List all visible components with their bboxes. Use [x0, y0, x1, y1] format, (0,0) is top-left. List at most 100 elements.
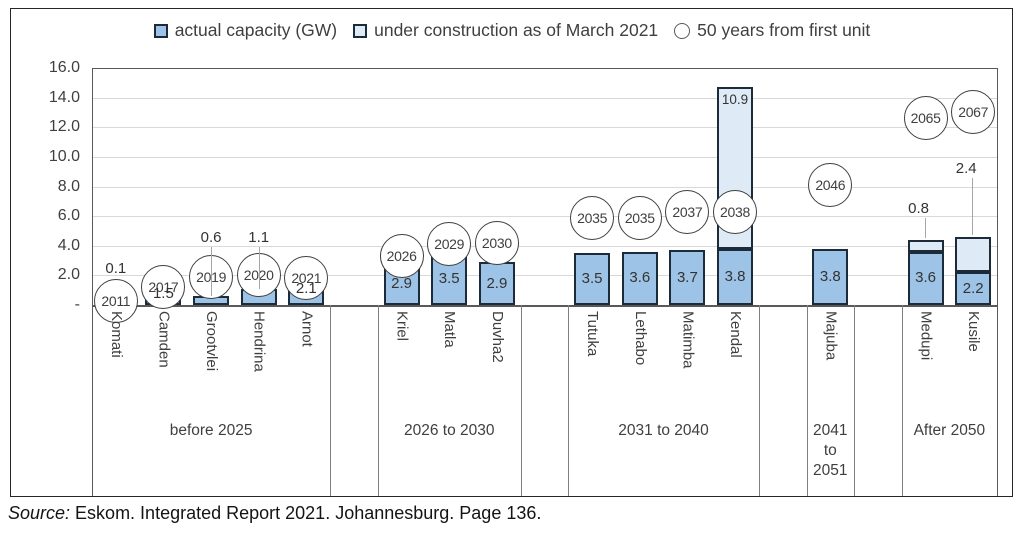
station-label-grootvlei: Grootvlei	[203, 311, 221, 372]
value-label: 3.5	[581, 270, 603, 288]
y-tick-label: 4.0	[57, 236, 80, 254]
station-label-matla: Matla	[441, 311, 459, 348]
value-label: 2.9	[391, 274, 413, 292]
bar-under-construction-medupi	[907, 239, 944, 252]
leader-line	[211, 247, 213, 297]
group-divider	[806, 305, 808, 496]
leader-line	[972, 177, 974, 235]
gridline	[92, 97, 997, 99]
bar-under-construction-kusile	[955, 236, 992, 273]
legend-label: under construction as of March 2021	[374, 20, 659, 40]
y-tick-label: 12.0	[48, 118, 80, 136]
group-divider	[758, 305, 760, 496]
year-circle-2065: 2065	[903, 96, 948, 141]
legend-item-50-years: 50 years from first unit	[674, 20, 870, 41]
year-circle-2046: 2046	[808, 163, 853, 207]
bar-actual-kendal	[717, 248, 753, 305]
y-tick-label: -	[74, 296, 80, 313]
value-label: 3.5	[438, 270, 460, 288]
year-circle-2029: 2029	[427, 222, 472, 267]
year-circle-2035: 2035	[617, 195, 662, 240]
gridline	[92, 245, 997, 247]
bar-actual-lethabo	[621, 251, 658, 305]
station-label-medupi: Medupi	[917, 311, 935, 361]
group-label: After 2050	[913, 422, 986, 439]
source-note: Source: Eskom. Integrated Report 2021. Jo…	[8, 503, 541, 524]
value-label: 2.2	[962, 279, 984, 297]
legend-label: actual capacity (GW)	[174, 20, 338, 40]
group-divider	[520, 305, 522, 496]
group-divider	[854, 305, 856, 496]
year-circle-2067: 2067	[951, 90, 996, 135]
plot-top-border	[92, 68, 997, 70]
year-circle-2030: 2030	[474, 220, 519, 265]
source-text: Eskom. Integrated Report 2021. Johannesb…	[75, 503, 542, 523]
station-label-hendrina: Hendrina	[250, 311, 268, 372]
group-label: 2031 to 2040	[618, 422, 709, 439]
value-label: 2.1	[295, 280, 317, 298]
station-label-duvha2: Duvha2	[488, 311, 506, 363]
value-label: 1.1	[248, 229, 270, 247]
value-label-under-construction: 2.4	[955, 159, 977, 177]
y-tick-label: 8.0	[57, 177, 80, 195]
group-divider	[330, 305, 332, 496]
y-tick-label: 14.0	[48, 88, 80, 106]
value-label: 3.6	[629, 269, 651, 287]
year-circle-2035: 2035	[570, 195, 615, 240]
gridline	[92, 186, 997, 188]
year-circle-2038: 2038	[713, 189, 757, 234]
gridline	[92, 275, 997, 277]
station-label-camden: Camden	[155, 311, 173, 368]
group-label: 2041 to 2051	[813, 422, 848, 480]
leader-line	[258, 247, 260, 289]
legend-label: 50 years from first unit	[697, 20, 871, 40]
year-circle-2037: 2037	[665, 190, 710, 235]
station-label-majuba: Majuba	[822, 311, 840, 361]
station-label-matimba: Matimba	[679, 311, 697, 369]
year-circle-2021: 2021	[284, 255, 329, 300]
value-label: 1.5	[152, 284, 174, 302]
legend-under-construction-swatch-icon	[353, 23, 368, 38]
station-label-tutuka: Tutuka	[584, 311, 602, 357]
bar-actual-matimba	[669, 250, 706, 305]
bar-actual-medupi	[907, 251, 944, 305]
plot-right-border	[997, 68, 999, 496]
chart-legend: actual capacity (GW) under construction …	[0, 20, 1024, 41]
y-tick-label: 6.0	[57, 207, 80, 225]
legend-item-actual-capacity: actual capacity (GW)	[153, 20, 338, 41]
y-tick-label: 16.0	[48, 59, 80, 76]
y-tick-label: 10.0	[48, 147, 80, 165]
group-label: 2026 to 2030	[403, 422, 495, 439]
station-label-arnot: Arnot	[298, 311, 316, 347]
value-label: 2.9	[486, 274, 508, 292]
legend-item-under-construction: under construction as of March 2021	[353, 20, 658, 41]
group-divider	[901, 305, 903, 496]
value-label: 3.6	[915, 269, 937, 287]
y-tick-label: 2.0	[57, 266, 80, 284]
gridline	[92, 216, 997, 218]
station-label-kendal: Kendal	[727, 311, 744, 358]
bar-actual-majuba	[812, 248, 849, 305]
group-divider	[377, 305, 379, 496]
group-label: before 2025	[169, 422, 253, 439]
gridline	[92, 127, 997, 129]
value-label: 0.1	[105, 259, 127, 277]
year-circle-2017: 2017	[141, 265, 186, 310]
bar-actual-kusile	[955, 272, 992, 305]
year-circle-2011: 2011	[93, 278, 138, 323]
station-label-komati: Komati	[107, 311, 125, 358]
value-label-under-construction: 0.8	[908, 199, 930, 217]
value-label-under-construction: 10.9	[721, 92, 749, 108]
bar-actual-tutuka	[574, 253, 611, 305]
station-label-kriel: Kriel	[393, 311, 411, 342]
value-label: 3.8	[724, 267, 746, 285]
gridline	[92, 156, 997, 158]
year-circle-2026: 2026	[379, 234, 424, 279]
value-label: 3.7	[676, 268, 698, 286]
value-label: 0.6	[200, 229, 222, 247]
x-axis-line	[92, 305, 997, 307]
value-label: 3.8	[819, 267, 841, 285]
group-divider	[568, 305, 570, 496]
station-label-lethabo: Lethabo	[631, 311, 649, 366]
